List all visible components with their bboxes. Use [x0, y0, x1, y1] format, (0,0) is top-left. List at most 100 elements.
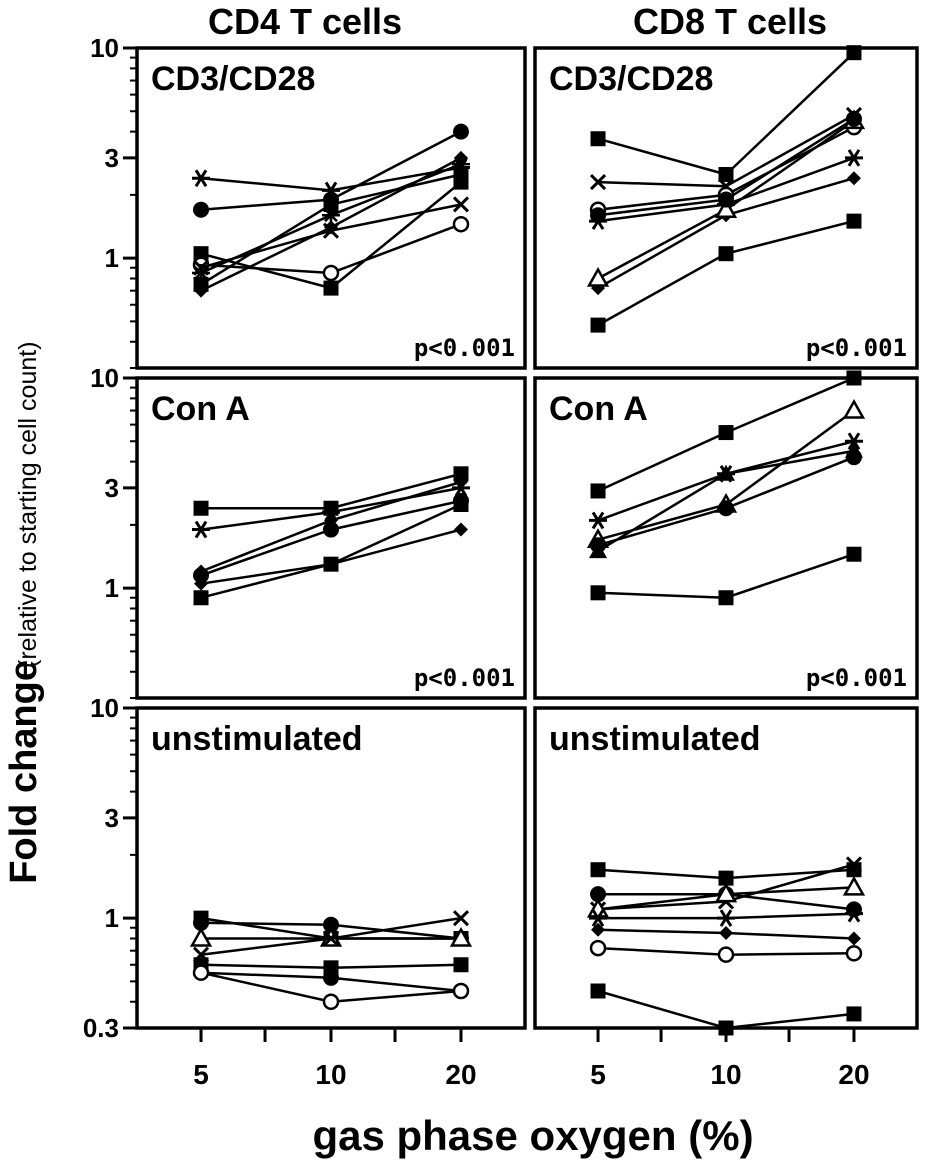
series-5 — [193, 167, 469, 292]
data-point — [322, 206, 340, 225]
data-point — [589, 939, 607, 957]
panel-frame — [533, 46, 919, 370]
data-point — [719, 925, 733, 940]
data-point — [193, 914, 210, 931]
marker-circle — [718, 191, 734, 208]
data-point — [717, 464, 735, 481]
marker-square — [193, 276, 209, 292]
marker-square — [453, 167, 469, 183]
data-point — [718, 500, 734, 517]
marker-square — [323, 556, 339, 572]
y-tick-label: 3 — [105, 143, 119, 173]
marker-cross — [452, 910, 470, 927]
panel-cd8-row1: Con A p<0.001 — [533, 370, 919, 700]
data-point — [322, 993, 340, 1010]
data-point — [193, 276, 209, 292]
panel-cd8-row2: unstimulated 5 10 20 — [533, 706, 919, 1090]
marker-asterisk — [844, 149, 863, 167]
data-point — [451, 155, 470, 174]
data-point — [846, 370, 862, 386]
data-point — [322, 264, 340, 282]
x-tick-label: 10 — [710, 1059, 741, 1090]
data-point — [718, 191, 734, 208]
marker-circle — [590, 886, 607, 903]
data-point — [845, 856, 863, 873]
marker-circle-open — [452, 982, 470, 1000]
p-value-label: p<0.001 — [414, 664, 515, 692]
data-point — [453, 466, 469, 482]
series-7 — [192, 155, 470, 282]
marker-circle — [193, 914, 210, 931]
data-point — [589, 511, 608, 530]
series-4 — [589, 904, 863, 927]
column-title-cd4: CD4 T cells — [208, 1, 402, 42]
panel-frame — [135, 376, 527, 700]
data-point — [590, 886, 607, 903]
marker-triangle-open — [189, 926, 213, 947]
panel-label: Con A — [151, 390, 250, 428]
marker-circle-open — [845, 945, 863, 962]
marker-diamond — [453, 474, 468, 489]
panel-cd4-row1: Con A p<0.001 10 3 1 — [90, 363, 527, 700]
marker-square — [590, 317, 606, 333]
y-axis-label-sub: (relative to starting cell count) — [14, 341, 42, 668]
data-point — [452, 196, 470, 213]
data-point — [590, 317, 606, 333]
data-point — [322, 930, 340, 947]
p-value-label: p<0.001 — [806, 664, 907, 692]
marker-square — [846, 45, 862, 61]
series-2 — [193, 174, 469, 296]
marker-square — [453, 466, 469, 482]
data-point — [846, 171, 861, 186]
panel-frame — [533, 376, 919, 700]
marker-triangle-open — [449, 926, 473, 947]
marker-circle — [845, 110, 862, 127]
data-point — [844, 904, 863, 923]
data-point — [192, 263, 211, 282]
data-point — [322, 222, 340, 239]
data-point — [323, 916, 339, 933]
x-tick-label: 20 — [445, 1059, 476, 1090]
marker-cross — [452, 196, 470, 213]
series-5 — [590, 546, 862, 606]
marker-circle-open — [322, 993, 340, 1010]
x-tick-label: 5 — [193, 1059, 209, 1090]
marker-circle — [323, 916, 339, 933]
marker-square — [323, 196, 339, 212]
y-tick-label: 1 — [105, 903, 119, 933]
marker-diamond — [719, 925, 733, 940]
p-value-label: p<0.001 — [806, 334, 907, 362]
marker-square — [590, 585, 606, 601]
marker-square — [718, 425, 734, 441]
marker-circle-open — [192, 964, 210, 981]
data-point — [452, 910, 470, 927]
x-tick-label: 20 — [838, 1059, 869, 1090]
y-tick-label: 10 — [90, 363, 119, 393]
x-tick-label: 10 — [315, 1059, 346, 1090]
marker-square — [193, 500, 209, 516]
series-5 — [193, 497, 469, 606]
marker-star — [192, 263, 211, 282]
data-point — [590, 585, 606, 601]
marker-square — [453, 497, 469, 513]
y-tick-label: 0.3 — [83, 1013, 119, 1043]
marker-asterisk — [844, 904, 863, 923]
data-point — [718, 590, 734, 606]
data-point — [323, 280, 339, 296]
panel-cd4-row2: unstimulated 10 3 1 0.3 5 10 20 — [83, 693, 527, 1090]
marker-circle-open — [452, 215, 470, 233]
series-1 — [590, 45, 862, 183]
marker-square — [323, 280, 339, 296]
series-7 — [590, 110, 862, 224]
marker-triangle-open — [714, 198, 738, 218]
data-point — [845, 110, 862, 127]
column-title-cd8: CD8 T cells — [633, 1, 827, 42]
marker-cross — [322, 930, 340, 947]
data-point — [453, 497, 469, 513]
data-point — [718, 246, 734, 262]
marker-circle — [718, 500, 734, 517]
data-point — [453, 957, 469, 973]
panel-label: unstimulated — [151, 720, 363, 758]
y-tick-label: 1 — [105, 573, 119, 603]
data-point — [591, 922, 606, 937]
